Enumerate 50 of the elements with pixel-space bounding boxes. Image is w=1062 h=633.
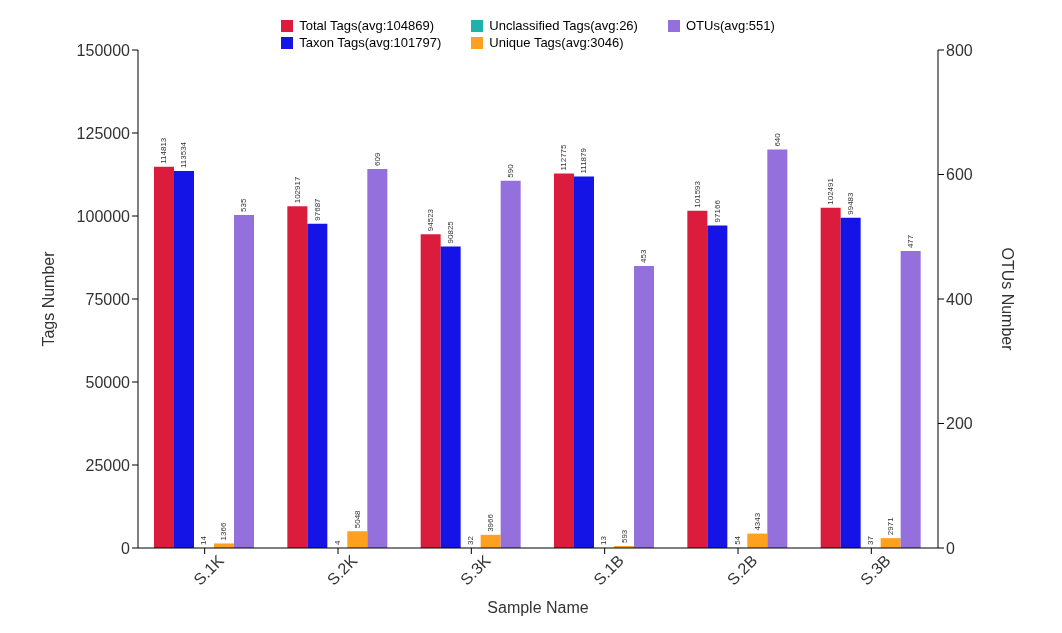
data-label: 97166 xyxy=(712,199,722,223)
data-label: 112775 xyxy=(559,143,569,171)
data-label: 13 xyxy=(599,535,609,545)
y-tick-label: 150000 xyxy=(76,41,131,59)
data-label: 97687 xyxy=(312,197,322,221)
y-tick-label: 0 xyxy=(121,539,131,557)
data-label: 90825 xyxy=(446,220,456,244)
data-label: 477 xyxy=(906,234,916,249)
data-label: 535 xyxy=(239,198,249,212)
data-label: 94523 xyxy=(426,208,436,232)
data-label: 609 xyxy=(372,152,382,166)
legend-label: Total Tags(avg:104869) xyxy=(299,18,435,33)
y2-tick-label: 0 xyxy=(946,539,955,557)
y-tick-label: 75000 xyxy=(85,290,131,308)
data-label: 101593 xyxy=(692,180,702,208)
data-label: 111879 xyxy=(579,147,589,174)
y2-tick-label: 400 xyxy=(946,290,973,308)
legend-label: OTUs(avg:551) xyxy=(685,18,775,33)
data-label: 2971 xyxy=(886,516,896,536)
y2-axis-title: OTUs Number xyxy=(999,247,1017,352)
data-label: 114813 xyxy=(159,137,169,164)
data-label: 102491 xyxy=(826,177,836,205)
data-label: 593 xyxy=(619,529,629,544)
legend-label: Taxon Tags(avg:101797) xyxy=(299,35,442,50)
y-tick-label: 50000 xyxy=(85,373,131,391)
data-label: 32 xyxy=(466,535,476,545)
data-label: 102917 xyxy=(292,176,302,204)
data-label: 99483 xyxy=(846,191,856,215)
y2-tick-label: 200 xyxy=(946,415,973,433)
y-axis-title: Tags Number xyxy=(39,250,57,347)
data-label: 14 xyxy=(199,535,209,545)
data-label: 640 xyxy=(772,132,782,147)
y-tick-label: 125000 xyxy=(76,124,131,142)
data-label: 5048 xyxy=(352,509,362,529)
data-label: 3966 xyxy=(486,513,496,532)
y2-tick-label: 600 xyxy=(946,166,973,184)
legend-label: Unique Tags(avg:3046) xyxy=(489,35,624,50)
data-label: 4343 xyxy=(752,512,762,531)
y-tick-label: 25000 xyxy=(85,456,131,474)
data-label: 37 xyxy=(866,535,876,545)
y-tick-label: 100000 xyxy=(76,207,131,225)
data-label: 453 xyxy=(639,249,649,264)
y2-tick-label: 800 xyxy=(946,41,973,59)
x-axis-title: Sample Name xyxy=(487,599,589,616)
data-label: 113534 xyxy=(179,141,189,169)
legend-label: Unclassified Tags(avg:26) xyxy=(489,18,638,33)
data-label: 54 xyxy=(732,535,742,545)
data-label: 590 xyxy=(506,163,516,178)
data-label: 1366 xyxy=(219,522,229,541)
data-label: 4 xyxy=(332,539,342,545)
